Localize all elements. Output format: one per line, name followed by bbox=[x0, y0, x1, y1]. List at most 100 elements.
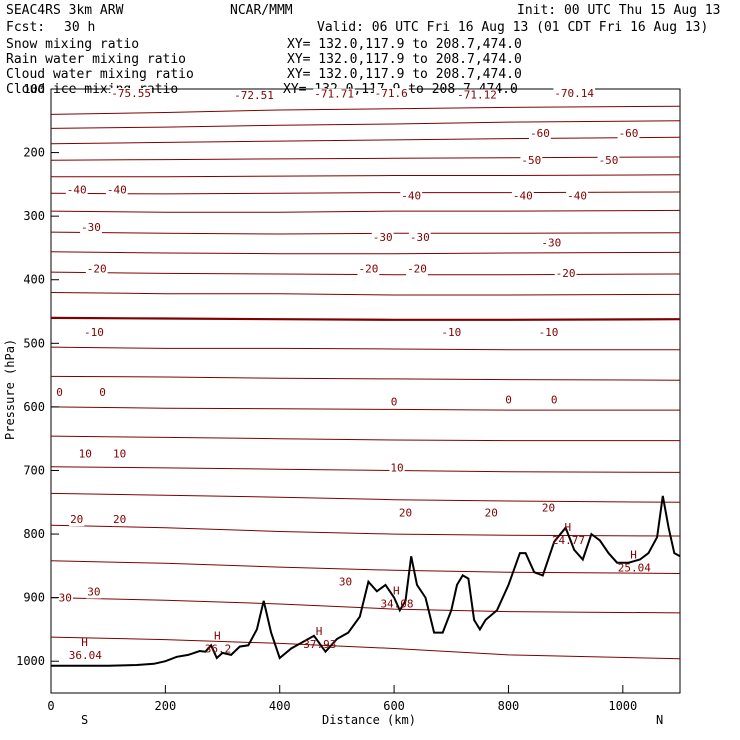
plot-frame bbox=[50, 88, 681, 694]
contour-label-bg bbox=[77, 448, 93, 461]
contour-value-label: 0 bbox=[551, 394, 558, 407]
contour-value-label: -40 bbox=[107, 184, 127, 197]
contour-value-label: 30 bbox=[87, 586, 100, 599]
isotherm-line bbox=[51, 174, 681, 178]
isotherm-line bbox=[50, 466, 681, 473]
isotherm-line bbox=[50, 251, 681, 255]
contour-label-bg bbox=[337, 576, 354, 589]
terrain-line bbox=[51, 495, 681, 667]
maximum-value-label: 36.2 bbox=[205, 643, 232, 656]
valid-time: Valid: 06 UTC Fri 16 Aug 13 (01 CDT Fri … bbox=[317, 20, 708, 35]
x-axis-title: Distance (km) bbox=[322, 713, 416, 727]
contour-label-bg bbox=[397, 507, 414, 520]
contour-label-bg bbox=[80, 222, 102, 235]
contour-value-label: 20 bbox=[399, 507, 412, 520]
isotherm-line bbox=[50, 346, 680, 351]
contour-value-label: -10 bbox=[539, 326, 559, 339]
contour-value-label: 10 bbox=[79, 448, 92, 461]
contour-label-bg bbox=[112, 514, 128, 527]
y-axis-title: Pressure (hPa) bbox=[3, 339, 17, 440]
contour-value-label: 10 bbox=[390, 462, 403, 475]
field-xy-snow: XY= 132.0,117.9 to 208.7,474.0 bbox=[287, 37, 522, 52]
contour-value-label: -20 bbox=[87, 263, 107, 276]
isotherm-line bbox=[50, 406, 680, 411]
contour-label-bg bbox=[389, 462, 405, 475]
contour-label-bg bbox=[112, 448, 128, 461]
x-tick-label: 1000 bbox=[608, 699, 637, 713]
contour-value-label: 0 bbox=[56, 386, 63, 399]
contour-label-bg bbox=[65, 184, 88, 197]
isotherm-line bbox=[50, 560, 681, 574]
maximum-marker: H bbox=[316, 625, 323, 638]
x-tick-label: 200 bbox=[155, 699, 177, 713]
maximum-value-label: 24.77 bbox=[552, 534, 585, 547]
contour-label-bg bbox=[549, 394, 559, 407]
contour-label-bg bbox=[617, 128, 640, 141]
contour-label-bg bbox=[86, 586, 102, 599]
contour-label-bg bbox=[540, 237, 563, 250]
maximum-marker: H bbox=[214, 630, 221, 643]
contour-label-bg bbox=[85, 263, 108, 276]
contour-label-bg bbox=[57, 592, 73, 605]
maximum-value-label: 25.04 bbox=[618, 562, 651, 575]
contour-label-bg bbox=[389, 396, 399, 409]
contour-value-label: 0 bbox=[505, 394, 512, 407]
y-tick-label: 900 bbox=[23, 591, 45, 605]
contour-value-label: 20 bbox=[485, 507, 498, 520]
isotherm-line bbox=[50, 524, 681, 537]
fcst-value: 30 h bbox=[64, 20, 95, 35]
contour-label-bg bbox=[408, 231, 431, 244]
init-time: Init: 00 UTC Thu 15 Aug 13 bbox=[517, 3, 721, 18]
contour-label-bg bbox=[233, 90, 275, 102]
isotherm-line bbox=[50, 292, 681, 296]
contour-value-label: -20 bbox=[407, 263, 427, 276]
x-tick-label: 600 bbox=[383, 699, 405, 713]
contour-value-label: -71.6 bbox=[375, 87, 408, 100]
field-name-rain: Rain water mixing ratio bbox=[6, 52, 186, 67]
isotherm-line bbox=[50, 435, 680, 442]
contour-value-label: -20 bbox=[556, 267, 576, 280]
y-tick-label: 600 bbox=[23, 400, 45, 414]
contour-value-label: -71.12 bbox=[457, 88, 497, 101]
isotherm-line bbox=[50, 136, 681, 145]
contour-label-bg bbox=[504, 394, 513, 407]
y-tick-label: 700 bbox=[23, 463, 45, 477]
isotherm-line bbox=[50, 120, 681, 129]
isotherm-line bbox=[50, 231, 681, 235]
x-tick-label: 0 bbox=[47, 699, 54, 713]
contour-label-bg bbox=[110, 88, 152, 101]
contour-label-bg bbox=[554, 268, 577, 280]
contour-label-bg bbox=[540, 502, 557, 515]
contour-label-bg bbox=[373, 88, 409, 101]
contour-label-bg bbox=[553, 88, 595, 101]
contour-value-label: -40 bbox=[567, 189, 587, 202]
maximum-marker: H bbox=[393, 584, 400, 597]
isotherm-line bbox=[50, 105, 681, 115]
contour-value-label: 0 bbox=[99, 386, 106, 399]
y-tick-label: 400 bbox=[23, 273, 45, 287]
contour-value-label: -75.55 bbox=[111, 87, 151, 100]
contour-label-bg bbox=[371, 231, 394, 244]
x-tick-label: 400 bbox=[269, 699, 291, 713]
contour-label-bg bbox=[55, 386, 64, 399]
contour-value-label: -70.14 bbox=[554, 87, 594, 100]
y-tick-label: 100 bbox=[23, 82, 45, 96]
contour-value-label: -20 bbox=[358, 263, 378, 276]
contour-value-label: 30 bbox=[59, 591, 72, 604]
contour-value-label: 20 bbox=[113, 513, 126, 526]
field-xy-cloudwater: XY= 132.0,117.9 to 208.7,474.0 bbox=[287, 67, 522, 82]
maximum-value-label: 37.93 bbox=[303, 638, 336, 651]
x-tick-label: 800 bbox=[498, 699, 520, 713]
contour-value-label: -60 bbox=[530, 127, 550, 140]
contour-value-label: 30 bbox=[339, 575, 352, 588]
contour-label-bg bbox=[566, 190, 588, 203]
terrain-layer bbox=[51, 495, 681, 667]
contour-label-bg bbox=[69, 514, 85, 527]
contour-value-label: -72.51 bbox=[234, 89, 274, 102]
maximum-marker: H bbox=[565, 521, 572, 534]
contour-label-bg bbox=[440, 327, 463, 340]
contour-label-bg bbox=[529, 128, 551, 141]
field-name-cloudwater: Cloud water mixing ratio bbox=[6, 67, 194, 82]
y-tick-label: 1000 bbox=[16, 654, 45, 668]
